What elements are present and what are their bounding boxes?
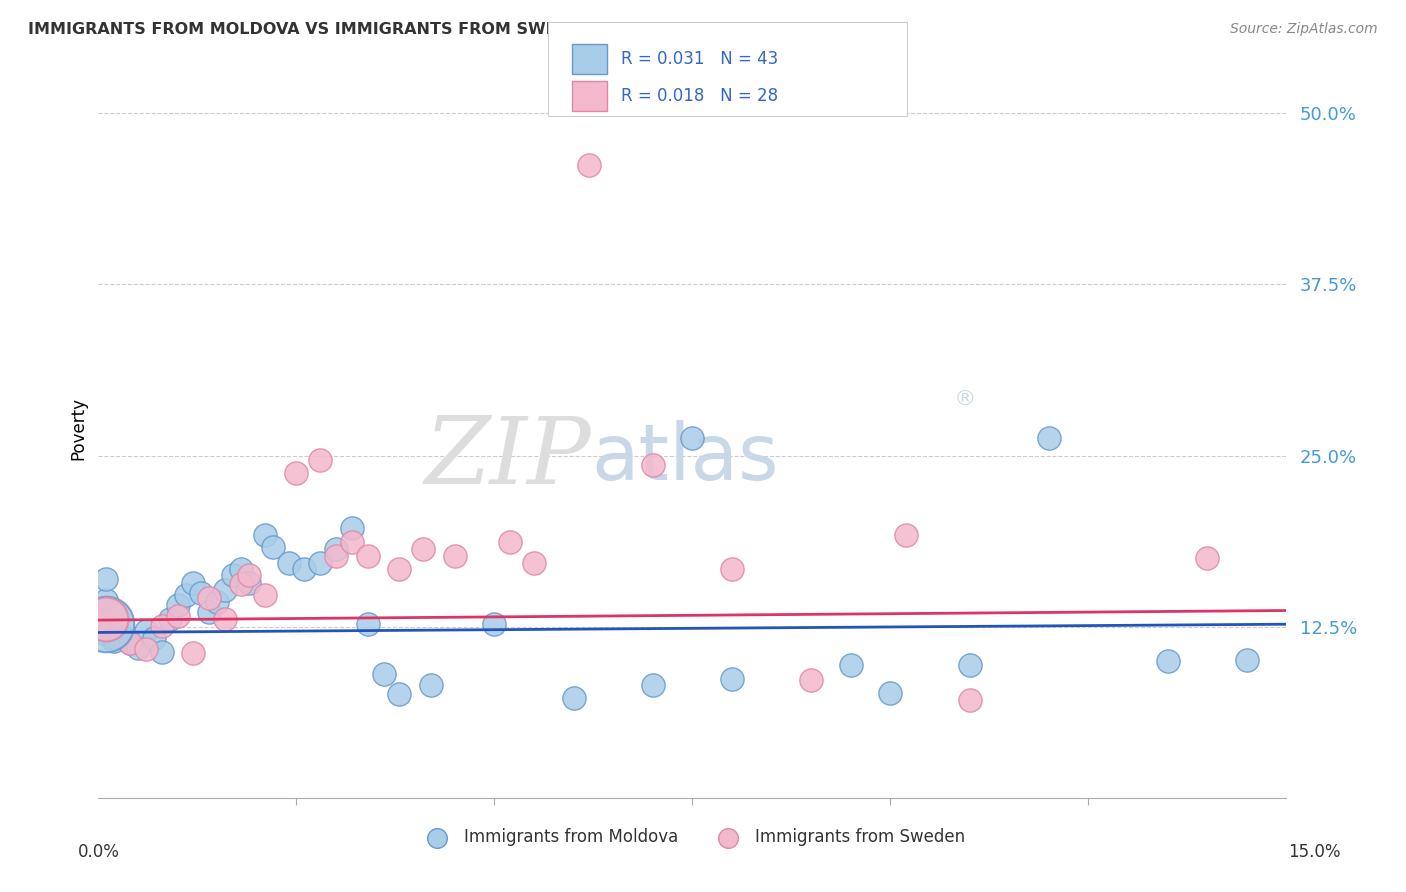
Point [166,598,188,612]
Point [183,646,205,660]
Point [959,692,981,706]
Point [198,591,221,606]
Point [800,673,823,688]
Point [879,686,901,700]
Point [499,535,522,549]
Point [96,572,118,586]
Point [340,535,363,549]
Point [253,589,276,603]
Point [205,595,228,609]
Point [388,562,411,576]
Point [166,609,188,624]
Text: atlas: atlas [592,420,779,496]
Point [183,576,205,591]
Point [229,562,252,576]
Text: ®: ® [953,389,976,409]
Point [222,567,245,582]
Point [388,687,411,701]
Point [292,562,315,576]
Point [1236,653,1258,667]
Point [96,627,118,641]
Text: 0.0%: 0.0% [77,843,120,861]
Legend: Immigrants from Moldova, Immigrants from Sweden: Immigrants from Moldova, Immigrants from… [413,822,972,853]
Point [484,617,506,632]
Point [253,528,276,542]
Point [174,589,197,603]
Point [150,645,173,659]
Text: 15.0%: 15.0% [1288,843,1341,861]
Point [127,640,149,655]
Point [142,631,165,645]
Point [238,576,260,591]
Point [340,521,363,535]
Point [641,458,664,473]
Point [190,585,212,599]
Point [111,630,134,644]
Point [309,556,332,570]
Point [150,618,173,632]
Point [325,549,347,563]
Point [159,612,181,626]
Point [959,658,981,673]
Point [198,605,221,619]
Point [229,577,252,591]
Point [96,592,118,607]
Point [103,633,125,648]
Point [96,612,118,626]
Point [262,541,284,555]
Point [721,672,744,686]
Point [214,582,236,597]
Text: IMMIGRANTS FROM MOLDOVA VS IMMIGRANTS FROM SWEDEN POVERTY CORRELATION CHART: IMMIGRANTS FROM MOLDOVA VS IMMIGRANTS FR… [28,22,880,37]
Point [373,666,395,681]
Point [1038,431,1060,445]
Point [839,658,862,673]
Point [135,624,157,638]
Point [214,612,236,626]
Point [444,549,467,563]
Point [309,452,332,467]
Point [277,556,299,570]
Point [325,541,347,556]
Point [420,677,443,691]
Point [578,158,600,172]
Point [135,641,157,656]
Point [896,528,918,542]
Point [523,556,546,570]
Point [412,541,434,556]
Point [1197,551,1219,566]
Point [721,562,744,576]
Text: R = 0.018   N = 28: R = 0.018 N = 28 [621,87,779,105]
Point [103,630,125,644]
Point [641,677,664,691]
Point [120,636,142,650]
Y-axis label: Poverty: Poverty [69,397,87,459]
Point [357,617,380,632]
Point [562,691,585,706]
Text: ZIP: ZIP [425,413,592,503]
Point [238,567,260,582]
Point [681,431,703,445]
Point [357,549,380,563]
Point [1156,654,1178,668]
Point [120,636,142,650]
Point [285,467,308,481]
Point [96,617,118,632]
Text: R = 0.031   N = 43: R = 0.031 N = 43 [621,50,779,68]
Text: Source: ZipAtlas.com: Source: ZipAtlas.com [1230,22,1378,37]
